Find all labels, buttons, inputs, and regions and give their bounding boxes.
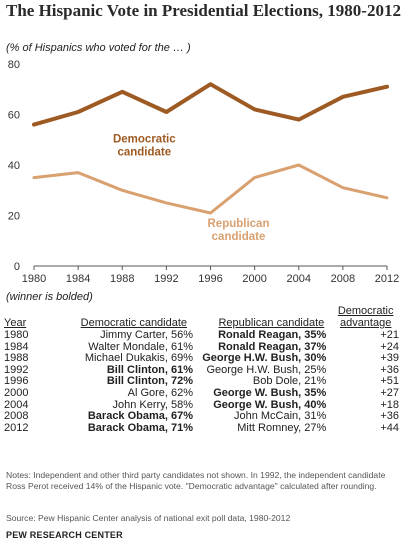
- x-tick-label: 1988: [110, 273, 134, 285]
- header-democratic-candidate: Democratic candidate: [80, 317, 188, 329]
- chart-subtitle: (% of Hispanics who voted for the … ): [6, 42, 191, 54]
- source: Source: Pew Hispanic Center analysis of …: [6, 513, 291, 523]
- series-line-democratic: [32, 82, 389, 127]
- cell-republican-candidate: John McCain, 31%: [233, 410, 327, 423]
- table-row: 1996 Bill Clinton, 72% Bob Dole, 21% +51: [4, 376, 409, 388]
- cell-year: 2008: [4, 410, 29, 423]
- cell-democratic-candidate: Barack Obama, 67%: [87, 410, 194, 423]
- series-label-line: candidate: [212, 231, 266, 243]
- cell-republican-candidate: George W. Bush, 35%: [213, 386, 327, 399]
- series-label-line: Democratic: [113, 133, 176, 145]
- cell-republican-candidate: Ronald Reagan, 35%: [218, 329, 327, 341]
- x-tick-label: 2008: [331, 273, 355, 285]
- x-tick-label: 2012: [375, 273, 399, 285]
- table-row: 1984 Walter Mondale, 61% Ronald Reagan, 37…: [4, 340, 409, 354]
- header-republican-candidate: Republican candidate: [218, 317, 325, 329]
- y-tick-label: 20: [8, 211, 20, 223]
- cell-democratic-advantage: +27: [380, 386, 399, 399]
- chart-title: The Hispanic Vote in Presidential Electi…: [6, 1, 401, 20]
- cell-year: 1992: [4, 363, 29, 376]
- cell-year: 1984: [4, 340, 29, 353]
- x-tick-label: 1996: [198, 273, 222, 285]
- cell-democratic-candidate: Bill Clinton, 72%: [106, 375, 194, 388]
- cell-republican-candidate: Ronald Reagan, 37%: [218, 340, 327, 353]
- y-tick-label: 80: [8, 59, 20, 71]
- cell-democratic-candidate: Walter Mondale, 61%: [88, 340, 194, 353]
- cell-year: 1988: [4, 352, 29, 365]
- x-tick-label: 1980: [22, 273, 46, 285]
- winner-note: (winner is bolded): [6, 291, 93, 303]
- series-label-line: Republican: [208, 218, 270, 230]
- y-tick-label: 40: [8, 160, 20, 172]
- y-tick-label: 0: [14, 261, 20, 273]
- cell-democratic-advantage: +39: [380, 352, 399, 365]
- header-adv-line2: advantage: [339, 317, 392, 329]
- header-adv-line1: Democratic: [337, 305, 394, 317]
- x-tick-label: 2000: [242, 273, 266, 285]
- series-label: Democratic candidate: [113, 133, 176, 158]
- table-row: 1992 Bill Clinton, 61% George H.W. Bush, 2…: [4, 363, 409, 377]
- x-tick-label: 2004: [287, 273, 311, 285]
- x-tick-label: 1992: [154, 273, 178, 285]
- table-row: 1980 Jimmy Carter, 56% Ronald Reagan, 35% +…: [4, 329, 409, 342]
- cell-democratic-advantage: +36: [380, 363, 399, 376]
- cell-year: 2012: [4, 421, 29, 434]
- table-row: 2000 Al Gore, 62% George W. Bush, 35% +27: [4, 386, 409, 400]
- cell-democratic-advantage: +18: [380, 398, 399, 411]
- cell-democratic-advantage: +21: [380, 329, 399, 341]
- header-democratic-advantage: Democratic advantage: [326, 305, 409, 330]
- table-row: 2012 Barack Obama, 71% Mitt Romney, 27% +44: [4, 421, 409, 435]
- cell-year: 2000: [4, 386, 29, 399]
- cell-democratic-candidate: Michael Dukakis, 69%: [84, 352, 194, 365]
- cell-year: 1980: [4, 329, 29, 341]
- table-row: 2008 Barack Obama, 67% John McCain, 31% +36: [4, 411, 409, 423]
- results-table: Year Democratic candidate Republican can…: [4, 305, 409, 434]
- notes: Notes: Independent and other third party…: [6, 470, 386, 491]
- cell-year: 2004: [4, 398, 29, 411]
- cell-democratic-advantage: +51: [380, 375, 399, 388]
- organization-name: PEW RESEARCH CENTER: [6, 530, 123, 540]
- series-label-line: candidate: [117, 146, 171, 158]
- series-label: Republican candidate: [208, 218, 270, 243]
- table-row: 2004 John Kerry, 58% George W. Bush, 40% +1…: [4, 398, 409, 412]
- cell-democratic-candidate: Jimmy Carter, 56%: [100, 329, 194, 341]
- cell-democratic-advantage: +24: [380, 340, 399, 353]
- cell-democratic-candidate: Bill Clinton, 61%: [106, 363, 194, 376]
- line-chart: 0 20 40 60 80 1980 1984 1988 1992 1996 2000 2004 20…: [8, 59, 399, 285]
- table-header-row: Year Democratic candidate Republican can…: [4, 305, 409, 330]
- cell-democratic-candidate: Al Gore, 62%: [127, 386, 194, 399]
- y-tick-label: 60: [8, 110, 20, 122]
- cell-republican-candidate: Mitt Romney, 27%: [237, 421, 327, 434]
- cell-republican-candidate: George H.W. Bush, 30%: [202, 352, 327, 365]
- x-tick-label: 1984: [66, 273, 90, 285]
- cell-republican-candidate: George H.W. Bush, 25%: [206, 363, 327, 376]
- cell-democratic-candidate: John Kerry, 58%: [112, 398, 194, 411]
- cell-year: 1996: [4, 375, 29, 388]
- cell-democratic-advantage: +36: [380, 410, 399, 423]
- cell-democratic-candidate: Barack Obama, 71%: [87, 421, 194, 434]
- header-year: Year: [4, 317, 27, 329]
- cell-democratic-advantage: +44: [380, 421, 399, 434]
- table-row: 1988 Michael Dukakis, 69% George H.W. Bush…: [4, 353, 409, 365]
- series-line-republican: [32, 163, 389, 215]
- cell-republican-candidate: Bob Dole, 21%: [252, 375, 327, 388]
- cell-republican-candidate: George W. Bush, 40%: [213, 398, 327, 411]
